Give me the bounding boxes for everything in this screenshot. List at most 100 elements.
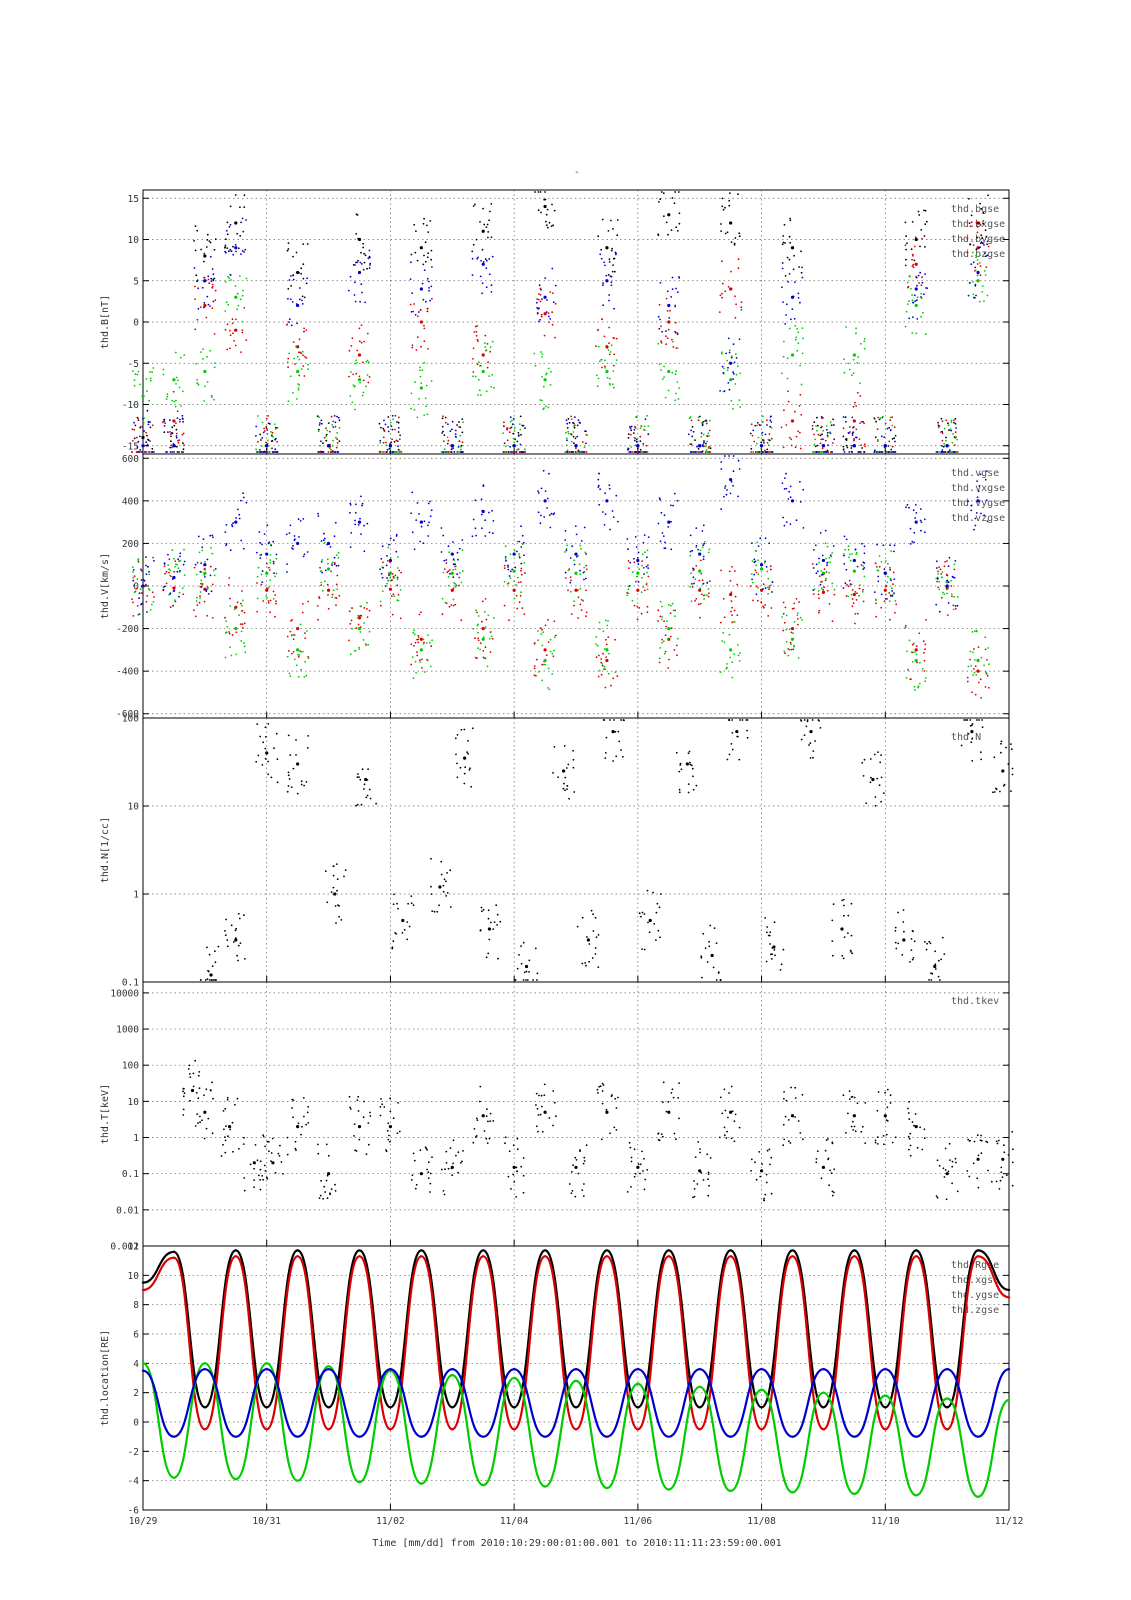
data-point-blue [893,544,896,547]
data-point-black [487,236,489,239]
data-point-red [731,621,734,624]
data-point-green [419,366,421,369]
data-point-red [316,605,319,607]
data-point-blue [973,528,975,531]
data-point-red [979,274,982,277]
data-point-red [824,579,827,582]
data-point-blue [915,276,918,279]
y-tick-label: 1000 [116,1025,139,1036]
data-point-red [976,226,979,228]
data-point-black [380,1098,382,1100]
panel-magnetic-field: 151050-5-10-15thd.B[nT]thd.bgsethd.bxgse… [100,189,1010,455]
data-point-green [540,633,543,635]
data-point-red [292,638,295,641]
data-point-black [874,1139,877,1142]
data-point-black [259,433,261,436]
data-point-green [443,451,446,453]
data-point-black [895,947,898,950]
data-point-red [943,565,946,568]
data-point-green [859,382,861,384]
data-point-green [319,444,321,447]
data-point-green [447,575,450,578]
data-point-blue [845,538,848,541]
data-point-blue [203,279,207,283]
data-point-black [648,918,652,923]
data-point-green [785,640,788,643]
data-point-black [147,439,150,441]
data-point-green [572,431,575,433]
data-point-green [829,561,832,564]
data-point-black [547,226,549,229]
data-point-blue [354,300,357,303]
data-point-green [750,573,753,575]
data-point-blue [147,423,150,426]
data-point-black [573,442,575,445]
data-point-green [853,353,856,356]
data-point-green [768,586,771,589]
data-point-black [840,927,844,931]
data-point-green [983,270,986,272]
data-point-black [917,210,920,213]
data-point-red [846,584,848,586]
data-point-black [197,1074,200,1077]
data-point-black [675,751,678,754]
data-point-green [674,373,677,376]
data-point-red [823,586,825,589]
data-point-red [647,564,649,566]
data-point-blue [392,539,395,542]
data-point-green [812,451,815,453]
data-point-black [833,1168,836,1171]
data-point-black [800,250,802,253]
data-point-black [782,1123,785,1126]
data-point-blue [429,500,431,503]
data-point-black [169,446,172,449]
data-point-green [356,617,359,619]
data-point-blue [663,514,666,517]
data-point-black [545,213,548,216]
data-point-green [534,364,537,367]
data-point-black [706,961,709,963]
data-point-red [614,638,616,641]
data-point-green [949,428,952,431]
data-point-green [274,575,276,578]
data-point-black [667,1101,670,1103]
data-point-red [203,276,206,279]
data-point-black [237,959,240,962]
data-point-blue [985,255,987,258]
data-point-blue [471,535,474,538]
data-point-black [379,1114,382,1117]
data-point-blue [843,451,846,453]
data-point-black [878,784,881,787]
data-point-blue [207,275,210,278]
data-point-blue [602,282,604,284]
data-point-green [256,597,259,600]
data-point-blue [786,303,788,306]
data-point-blue [752,429,755,432]
data-point-blue [729,492,732,495]
data-point-blue [627,447,630,450]
data-point-blue [515,451,518,453]
data-point-black [902,921,905,923]
data-point-black [334,1183,336,1186]
data-point-black [461,431,464,434]
data-point-blue [986,254,989,257]
data-point-black [387,426,389,428]
data-point-blue [702,524,705,527]
data-point-red [657,609,660,612]
data-point-blue [232,522,235,525]
data-point-black [182,1095,185,1098]
data-point-red [269,611,271,614]
data-point-blue [667,303,671,308]
data-point-red [162,421,164,424]
data-point-red [419,659,421,661]
data-point-black [270,440,273,442]
data-point-green [847,548,850,551]
data-point-red [888,440,891,443]
data-point-black [790,1114,795,1118]
data-point-blue [163,425,166,427]
data-point-green [793,621,796,623]
data-point-red [912,266,915,269]
data-point-blue [153,451,155,453]
data-point-green [362,639,365,641]
data-point-black [242,1143,245,1145]
